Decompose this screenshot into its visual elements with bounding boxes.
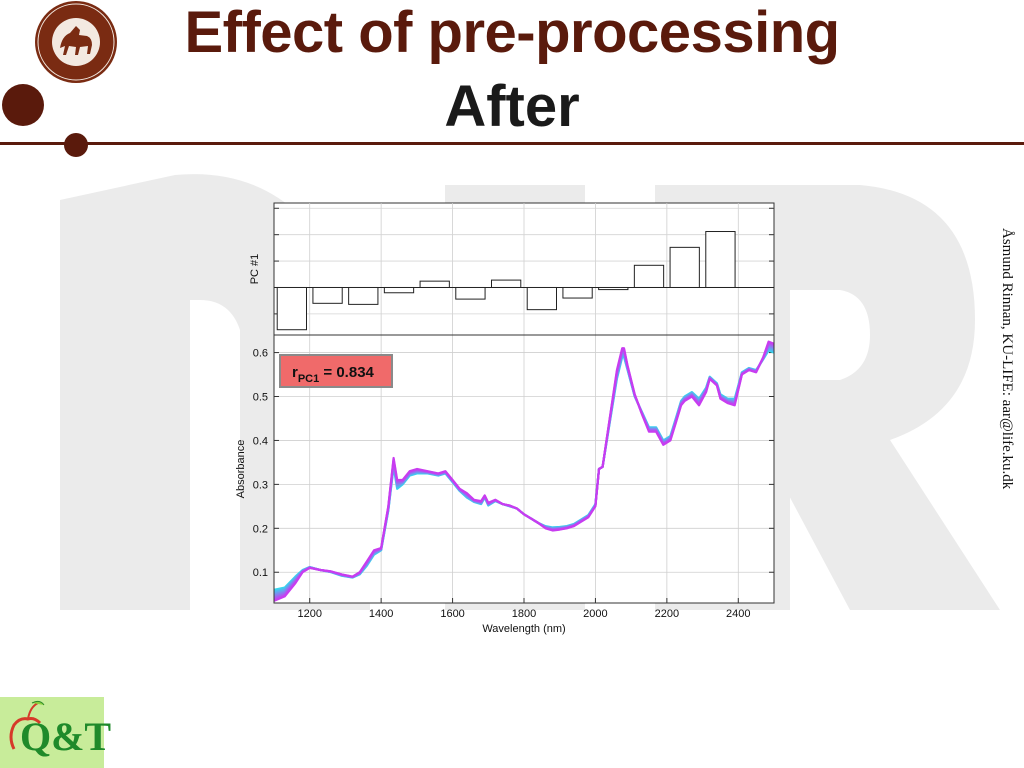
decor-dot-large [2, 84, 44, 126]
y-tick-label: 0.3 [253, 479, 268, 491]
x-tick-label: 2000 [583, 608, 607, 620]
y-tick-label: 0.2 [253, 523, 268, 535]
pc-loading-bar [598, 286, 629, 291]
x-axis-label: Wavelength (nm) [482, 623, 565, 635]
slide-subtitle: After [444, 74, 580, 139]
title-divider [0, 142, 1024, 145]
decor-dot-small [64, 133, 88, 157]
apple-icon [9, 700, 45, 750]
pc-loading-bar [348, 286, 379, 305]
qt-logo-text: Q&T [20, 714, 112, 759]
y-tick-label: 0.5 [253, 392, 268, 404]
pc-loading-bar [526, 286, 558, 311]
spectrum-line [273, 340, 775, 602]
spectra-panel-border [273, 334, 775, 604]
pc-loading-bar [383, 286, 415, 294]
pc-loading-bar [669, 246, 700, 288]
x-tick-label: 2400 [726, 608, 750, 620]
pc-loading-bar [562, 286, 593, 299]
author-credit: Åsmund Rinnan, KU-LIFE: aar@life.ku.dk [995, 228, 1017, 558]
university-seal-logo [35, 1, 117, 83]
x-tick-label: 1400 [369, 608, 393, 620]
pc-y-axis-label: PC #1 [249, 254, 261, 285]
x-tick-label: 1800 [512, 608, 536, 620]
slide-title: Effect of pre-processing [184, 0, 840, 65]
author-credit-text: Åsmund Rinnan, KU-LIFE: aar@life.ku.dk [999, 228, 1015, 490]
y-axis-label: Absorbance [235, 440, 247, 499]
pc-loading-bar [455, 286, 486, 300]
y-tick-label: 0.6 [253, 348, 268, 360]
pc-loading-bar [276, 286, 308, 331]
x-tick-label: 1600 [440, 608, 464, 620]
y-tick-label: 0.1 [253, 567, 268, 579]
pc-loading-bar [419, 280, 450, 288]
pc-loading-bar [491, 279, 522, 288]
pc-loading-bar [633, 264, 665, 288]
pc-loading-bar [312, 286, 343, 304]
chart-figure: 1200 1400 1600 1800 2000 2200 2400 PC #1 0.1 0.2 0… [235, 202, 775, 635]
correlation-label: rPC1 = 0.834 [292, 364, 375, 385]
y-tick-label: 0.4 [253, 435, 268, 447]
qt-logo: Q&T [0, 697, 111, 768]
pc-loading-bar [705, 231, 736, 288]
correlation-label-box [279, 354, 393, 388]
x-tick-label: 1200 [297, 608, 321, 620]
x-tick-label: 2200 [655, 608, 679, 620]
